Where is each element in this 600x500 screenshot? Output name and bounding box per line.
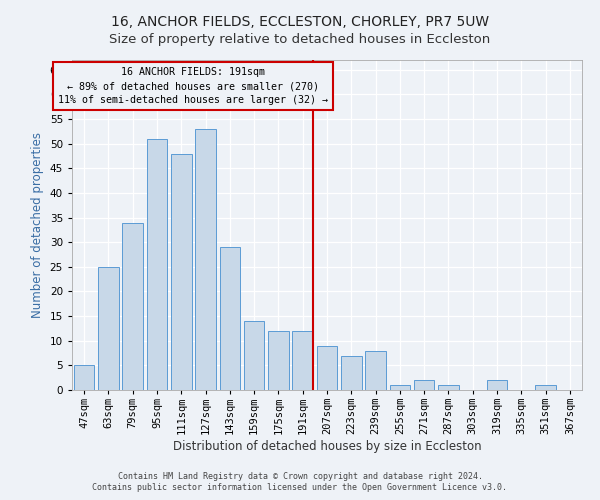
Bar bbox=[220, 247, 240, 390]
Bar bbox=[244, 321, 265, 390]
Bar bbox=[317, 346, 337, 390]
Bar bbox=[487, 380, 508, 390]
Bar bbox=[195, 129, 216, 390]
Bar bbox=[74, 366, 94, 390]
Text: 16 ANCHOR FIELDS: 191sqm
← 89% of detached houses are smaller (270)
11% of semi-: 16 ANCHOR FIELDS: 191sqm ← 89% of detach… bbox=[58, 68, 328, 106]
Y-axis label: Number of detached properties: Number of detached properties bbox=[31, 132, 44, 318]
Bar bbox=[122, 222, 143, 390]
Bar bbox=[98, 267, 119, 390]
Bar bbox=[389, 385, 410, 390]
Bar bbox=[146, 139, 167, 390]
X-axis label: Distribution of detached houses by size in Eccleston: Distribution of detached houses by size … bbox=[173, 440, 481, 453]
Text: Size of property relative to detached houses in Eccleston: Size of property relative to detached ho… bbox=[109, 32, 491, 46]
Bar bbox=[414, 380, 434, 390]
Bar bbox=[535, 385, 556, 390]
Bar bbox=[171, 154, 191, 390]
Bar bbox=[292, 331, 313, 390]
Text: Contains HM Land Registry data © Crown copyright and database right 2024.
Contai: Contains HM Land Registry data © Crown c… bbox=[92, 472, 508, 492]
Bar bbox=[268, 331, 289, 390]
Bar bbox=[438, 385, 459, 390]
Text: 16, ANCHOR FIELDS, ECCLESTON, CHORLEY, PR7 5UW: 16, ANCHOR FIELDS, ECCLESTON, CHORLEY, P… bbox=[111, 15, 489, 29]
Bar bbox=[365, 350, 386, 390]
Bar bbox=[341, 356, 362, 390]
